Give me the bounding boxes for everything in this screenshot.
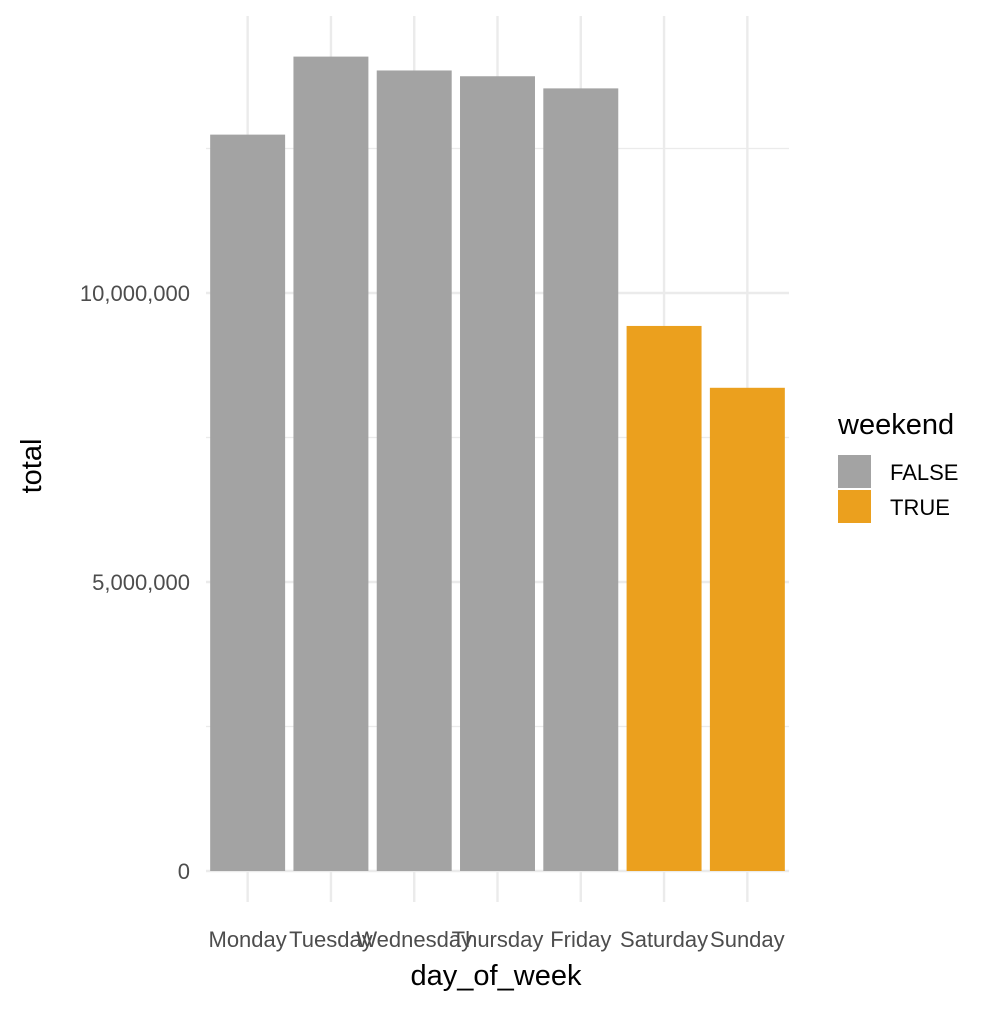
x-tick-label: Monday bbox=[209, 927, 287, 952]
x-tick-label: Friday bbox=[550, 927, 611, 952]
legend: weekend FALSE TRUE bbox=[837, 409, 958, 523]
x-tick-label: Saturday bbox=[620, 927, 708, 952]
bar-wednesday bbox=[376, 70, 452, 872]
y-axis-title: total bbox=[16, 439, 48, 494]
bar-sunday bbox=[709, 387, 785, 871]
y-axis-tick-labels: 0 5,000,000 10,000,000 bbox=[80, 281, 190, 884]
x-tick-label: Thursday bbox=[452, 927, 544, 952]
bar-friday bbox=[543, 88, 619, 871]
legend-label: TRUE bbox=[890, 495, 950, 520]
legend-title: weekend bbox=[837, 409, 954, 441]
bar-thursday bbox=[460, 76, 535, 871]
y-tick-label: 10,000,000 bbox=[80, 281, 190, 306]
legend-key-false bbox=[838, 455, 871, 488]
y-tick-label: 0 bbox=[178, 859, 190, 884]
bar-saturday bbox=[626, 325, 702, 871]
bars bbox=[210, 56, 785, 872]
y-tick-label: 5,000,000 bbox=[92, 570, 190, 595]
bar-monday bbox=[210, 134, 286, 872]
legend-entries: FALSE TRUE bbox=[838, 455, 958, 523]
x-tick-label: Sunday bbox=[710, 927, 785, 952]
bar-tuesday bbox=[293, 56, 369, 871]
x-tick-label: Wednesday bbox=[356, 927, 472, 952]
legend-key-true bbox=[838, 490, 871, 523]
x-tick-label: Tuesday bbox=[289, 927, 373, 952]
legend-label: FALSE bbox=[890, 460, 958, 485]
x-axis-title: day_of_week bbox=[411, 960, 582, 992]
